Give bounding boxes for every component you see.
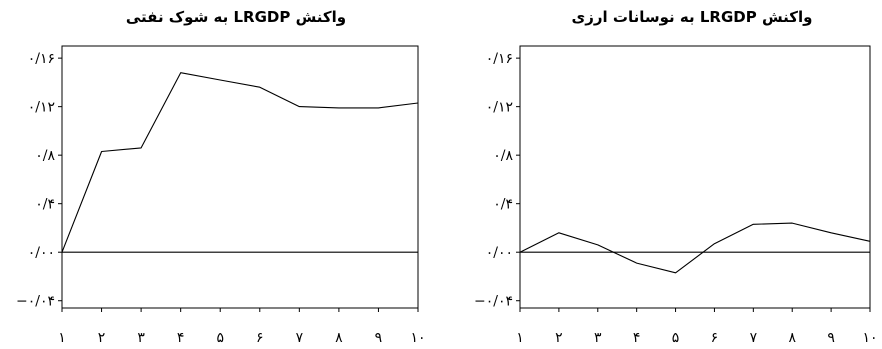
y-tick-label: −۰/۰۴: [16, 294, 55, 310]
y-tick-label: ۰/۰۰: [486, 245, 513, 261]
y-tick-label: −۰/۰۴: [474, 294, 513, 310]
y-tick-label: ۰/۰۰: [28, 245, 55, 261]
x-tick-label: ۶: [711, 330, 719, 346]
y-tick-label: ۰/۱۲: [486, 100, 513, 116]
y-tick-label: ۰/۱۲: [28, 100, 55, 116]
plot-frame: [519, 45, 871, 309]
x-tick-label: ۵: [672, 330, 680, 346]
y-tick-label: ۰/۴: [35, 197, 55, 213]
plot-frame: [61, 45, 419, 309]
chart-title-oil-shock: واکنش LRGDP به شوک نفتی: [126, 8, 346, 26]
chart-title-exchange-volatility: واکنش LRGDP به نوسانات ارزی: [572, 8, 813, 26]
x-tick-label: ۶: [256, 330, 264, 346]
x-tick-label: ۸: [335, 330, 343, 346]
panel-oil-shock: واکنش LRGDP به شوک نفتی −۰/۰۴ ۰/۰۰ ۰/۴ ۰/۸ ۰…: [16, 8, 426, 346]
x-tick-label: ۱۰: [410, 330, 425, 346]
x-tick-label: ۸: [788, 330, 796, 346]
y-tick-label: ۰/۱۶: [486, 51, 513, 67]
x-tick-label: ۷: [296, 330, 304, 346]
x-tick-label: ۱: [516, 330, 524, 346]
x-tick-label: ۲: [98, 330, 106, 346]
x-tick-label: ۱۰: [862, 330, 877, 346]
series-line: [61, 72, 419, 253]
x-tick-label: ۲: [555, 330, 563, 346]
x-tick-label: ۱: [58, 330, 66, 346]
y-tick-label: ۰/۸: [493, 148, 513, 164]
x-tick-label: ۳: [594, 330, 602, 346]
x-tick-label: ۵: [216, 330, 224, 346]
y-tick-label: ۰/۱۶: [28, 51, 55, 67]
x-tick-label: ۳: [137, 330, 145, 346]
y-tick-label: ۰/۴: [493, 197, 513, 213]
panel-exchange-volatility: واکنش LRGDP به نوسانات ارزی −۰/۰۴ ۰/۰۰ ۰/۴…: [474, 8, 878, 346]
series-line: [519, 222, 871, 274]
x-tick-label: ۹: [375, 330, 383, 346]
x-tick-label: ۹: [827, 330, 835, 346]
x-tick-label: ۴: [633, 330, 641, 346]
x-tick-label: ۷: [750, 330, 758, 346]
x-tick-label: ۴: [177, 330, 185, 346]
y-tick-label: ۰/۸: [35, 148, 55, 164]
